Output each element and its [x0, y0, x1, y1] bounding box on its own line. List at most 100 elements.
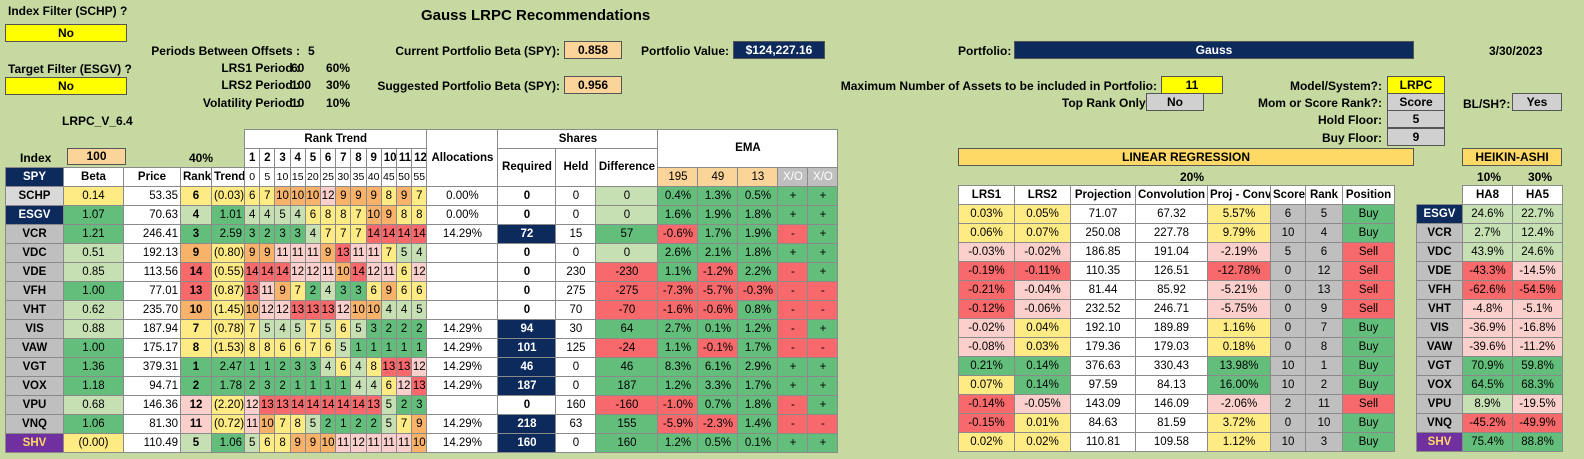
lr-row[interactable]: -0.21% -0.04% 81.44 85.92 -5.21% 0 13 Sell [958, 280, 1395, 300]
rank-trend-cell: 11 [395, 433, 413, 453]
table-row[interactable]: VAW 1.00 175.17 8 (1.53) 8 8 6 6 7 6 5 1 1 1 1 1 14.29% 10… [5, 338, 839, 358]
lr-cell: 97.59 [1070, 375, 1136, 395]
hold-floor-label: Hold Floor: [1318, 113, 1382, 127]
table-row[interactable]: ESGV 1.07 70.63 4 1.01 4 4 5 4 6 8 8 7 10 9 8 8 0.00% 0 0 0 1… [5, 205, 839, 225]
lr-cell: Buy [1342, 204, 1395, 224]
portfolio-value: $124,227.16 [733, 41, 825, 59]
lr-cell: 0.03% [1014, 337, 1071, 357]
rank-trend-period: 10 [380, 148, 397, 168]
lr-cell: Sell [1342, 280, 1395, 300]
table-row[interactable]: VDE 0.85 113.56 14 (0.55) 14 14 14 12 12 11 10 14 12 1… [5, 262, 839, 282]
lr-row[interactable]: -0.14% -0.05% 143.09 146.09 -2.06% 2 11 Sell [958, 394, 1395, 414]
lr-row[interactable]: -0.02% 0.04% 192.10 189.89 1.16% 0 7 Buy [958, 318, 1395, 338]
blsh-field[interactable]: Yes [1512, 93, 1562, 111]
lr-row[interactable]: -0.08% 0.03% 179.36 179.03 0.18% 0 8 Buy [958, 337, 1395, 357]
model-field[interactable]: LRPC [1387, 76, 1445, 94]
rank-trend-cell: 2 [395, 395, 413, 415]
ha-row[interactable]: ESGV 24.6% 22.7% [1416, 204, 1563, 224]
rank-trend-cell: 1 [335, 414, 352, 434]
beta-cell: 1.21 [63, 224, 124, 244]
rank-trend-period: 1 [244, 148, 261, 168]
lr-row[interactable]: 0.21% 0.14% 376.63 330.43 13.98% 10 1 Buy [958, 356, 1395, 376]
rank-trend-cell: 13 [365, 395, 382, 415]
main-table: Rank TrendAllocationsSharesEMAPrice/ SMA… [5, 129, 839, 453]
portfolio-name[interactable]: Gauss [1014, 41, 1414, 59]
ha-row[interactable]: VHT -4.8% -5.1% [1416, 299, 1563, 319]
ha-ticker-cell: VHT [1416, 299, 1463, 319]
rank-trend-cell: 10 [365, 205, 382, 225]
ha-ticker-cell: VCR [1416, 223, 1463, 243]
ha-row[interactable]: VNQ -45.2% -49.9% [1416, 413, 1563, 433]
rank-trend-cell: 8 [365, 357, 382, 377]
top-rank-field[interactable]: No [1146, 93, 1204, 111]
table-row[interactable]: VGT 1.36 379.31 1 2.47 1 1 2 3 3 4 6 4 8 13 13 12 14.29% 4… [5, 357, 839, 377]
index-filter-field[interactable]: No [5, 24, 127, 42]
rank-trend-offset: 30 [335, 167, 352, 187]
ha-row[interactable]: VPU 8.9% -19.5% [1416, 394, 1563, 414]
lr-cell: -0.12% [958, 299, 1015, 319]
max-assets-field[interactable]: 11 [1161, 76, 1223, 94]
difference-cell: 0 [595, 186, 659, 206]
lr-row[interactable]: 0.06% 0.07% 250.08 227.78 9.79% 10 4 Buy [958, 223, 1395, 243]
xo-cell: + [807, 319, 839, 339]
difference-cell: 64 [595, 319, 659, 339]
lr-cell: -0.02% [958, 318, 1015, 338]
trend-cell: (0.78) [210, 319, 246, 339]
table-row[interactable]: SCHP 0.14 53.35 6 (0.03) 6 7 10 10 10 12 9 9 9 8 9 7 0.00… [5, 186, 839, 206]
mom-score-field[interactable]: Score [1387, 93, 1445, 111]
ema-cell: 1.7% [697, 224, 739, 244]
lr-cell: 9 [1305, 299, 1343, 319]
table-row[interactable]: VPU 0.68 146.36 12 (2.20) 12 13 13 14 14 14 14 14 13 5… [5, 395, 839, 415]
table-row[interactable]: SHV (0.00) 110.49 5 1.06 5 6 8 9 9 10 11 12 11 11 11 10 1… [5, 433, 839, 453]
ha-row[interactable]: VFH -62.6% -54.5% [1416, 280, 1563, 300]
difference-cell: -24 [595, 338, 659, 358]
lr-row[interactable]: -0.03% -0.02% 186.85 191.04 -2.19% 5 6 Sell [958, 242, 1395, 262]
ha-row[interactable]: VDE -43.3% -14.5% [1416, 261, 1563, 281]
rank-trend-cell: 1 [335, 376, 352, 396]
lr-row[interactable]: 0.02% 0.02% 110.81 109.58 1.12% 10 3 Buy [958, 432, 1395, 452]
buy-floor-field[interactable]: 9 [1387, 128, 1445, 146]
ha-row[interactable]: VIS -36.9% -16.8% [1416, 318, 1563, 338]
price-cell: 246.41 [123, 224, 181, 244]
rank-trend-cell: 5 [380, 395, 397, 415]
ha-row[interactable]: VOX 64.5% 68.3% [1416, 375, 1563, 395]
ha-row[interactable]: SHV 75.4% 88.8% [1416, 432, 1563, 452]
lr-row[interactable]: 0.03% 0.05% 71.07 67.32 5.57% 6 5 Buy [958, 204, 1395, 224]
ha-cell: -19.5% [1512, 394, 1563, 414]
lr-row[interactable]: -0.15% 0.01% 84.63 81.59 3.72% 0 10 Buy [958, 413, 1395, 433]
required-cell: 101 [497, 338, 557, 358]
rank-trend-period: 9 [365, 148, 382, 168]
price-cell: 81.30 [123, 414, 181, 434]
table-row[interactable]: VCR 1.21 246.41 3 2.59 3 2 3 3 4 7 7 7 14 14 14 14 14.29%… [5, 224, 839, 244]
table-row[interactable]: VFH 1.00 77.01 13 (0.87) 13 11 9 7 2 4 3 3 6 9 6 6 0 275 -2… [5, 281, 839, 301]
table-row[interactable]: VIS 0.88 187.94 7 (0.78) 7 5 4 5 7 5 6 5 3 2 2 2 14.29% 94… [5, 319, 839, 339]
ema-cell: -5.9% [657, 414, 699, 434]
ha-row[interactable]: VAW -39.6% -11.2% [1416, 337, 1563, 357]
lr-cell: 13 [1305, 280, 1343, 300]
lr-cell: 81.44 [1070, 280, 1136, 300]
param-pct: 10% [326, 96, 351, 110]
ha-row[interactable]: VDC 43.9% 24.6% [1416, 242, 1563, 262]
target-filter-field[interactable]: No [5, 77, 127, 95]
ha-cell: -11.2% [1512, 337, 1563, 357]
table-row[interactable]: VNQ 1.06 81.30 11 (0.72) 11 10 7 8 5 2 1 2 2 5 7 9 14.29%… [5, 414, 839, 434]
table-row[interactable]: VOX 1.18 94.71 2 1.78 2 3 2 1 1 1 1 4 4 6 12 13 14.29% 187… [5, 376, 839, 396]
lr-cell: Buy [1342, 318, 1395, 338]
lr-row[interactable]: -0.19% -0.11% 110.35 126.51 -12.78% 0 12 Sell [958, 261, 1395, 281]
lr-row[interactable]: 0.07% 0.14% 97.59 84.13 16.00% 10 2 Buy [958, 375, 1395, 395]
table-row[interactable]: VHT 0.62 235.70 10 (1.45) 10 12 12 13 13 13 12 10 10 4… [5, 300, 839, 320]
rank-trend-cell: 7 [244, 319, 261, 339]
ha-row[interactable]: VCR 2.7% 12.4% [1416, 223, 1563, 243]
rank-cell: 7 [180, 319, 212, 339]
rank-trend-cell: 11 [304, 243, 321, 263]
ha-row[interactable]: VGT 70.9% 59.8% [1416, 356, 1563, 376]
difference-cell: 155 [595, 414, 659, 434]
hold-floor-field[interactable]: 5 [1387, 110, 1445, 128]
lr-cell: -0.04% [1014, 280, 1071, 300]
lr-cell: 67.32 [1135, 204, 1208, 224]
rank-trend-cell: 14 [304, 395, 321, 415]
table-row[interactable]: VDC 0.51 192.13 9 (0.80) 9 9 11 11 11 9 13 11 11 7 5 4 0 0… [5, 243, 839, 263]
ha-cell: 68.3% [1512, 375, 1563, 395]
lr-row[interactable]: -0.12% -0.06% 232.52 246.71 -5.75% 0 9 Sell [958, 299, 1395, 319]
xo-cell: + [807, 205, 839, 225]
